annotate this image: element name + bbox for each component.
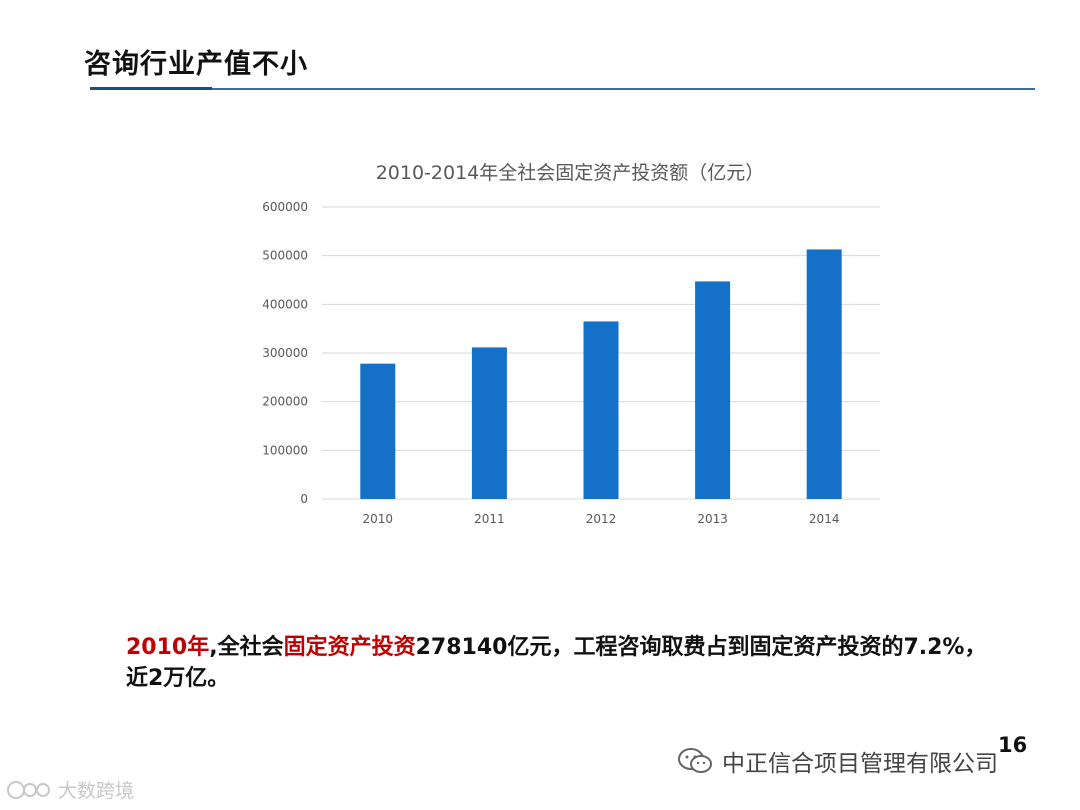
caption-text-2: 278140亿元，工程咨询取费占到固定资产投资的7.2%，近2万亿。 bbox=[126, 635, 987, 691]
title-divider bbox=[90, 88, 1035, 90]
x-tick-label: 2014 bbox=[809, 512, 840, 526]
bars bbox=[360, 249, 842, 499]
title-divider-accent bbox=[90, 87, 212, 90]
bar-2014 bbox=[806, 249, 842, 499]
y-tick-label: 200000 bbox=[262, 395, 308, 409]
bar-2012 bbox=[583, 321, 619, 499]
x-tick-label: 2010 bbox=[363, 512, 394, 526]
wechat-account-name: 中正信合项目管理有限公司 bbox=[722, 751, 998, 777]
logo-icon bbox=[6, 778, 52, 802]
chart-title: 2010-2014年全社会固定资产投资额（亿元） bbox=[376, 162, 765, 184]
y-tick-label: 0 bbox=[300, 492, 308, 506]
bar-2013 bbox=[695, 281, 731, 499]
y-axis: 0 100000 200000 300000 400000 500000 600000 bbox=[262, 200, 308, 506]
bar-2010 bbox=[360, 363, 396, 499]
page-title: 咨询行业产值不小 bbox=[84, 49, 308, 80]
y-tick-label: 500000 bbox=[262, 249, 308, 263]
wechat-icon bbox=[676, 746, 714, 776]
y-tick-label: 400000 bbox=[262, 297, 308, 311]
bar-2011 bbox=[471, 347, 507, 499]
y-tick-label: 600000 bbox=[262, 200, 308, 214]
caption-text-1: ,全社会 bbox=[209, 635, 284, 660]
y-tick-label: 100000 bbox=[262, 443, 308, 457]
bar-chart: 2010-2014年全社会固定资产投资额（亿元） 0 100000 200000 30… bbox=[262, 162, 880, 526]
x-tick-label: 2011 bbox=[474, 512, 505, 526]
corner-watermark: 大数跨境 bbox=[6, 776, 134, 803]
caption-year: 2010年 bbox=[126, 635, 210, 660]
corner-watermark-text: 大数跨境 bbox=[58, 780, 135, 802]
x-tick-label: 2013 bbox=[697, 512, 728, 526]
x-axis: 2010 2011 2012 2013 2014 bbox=[363, 512, 840, 526]
caption-highlight: 固定资产投资 bbox=[283, 635, 416, 660]
y-tick-label: 300000 bbox=[262, 346, 308, 360]
x-tick-label: 2012 bbox=[586, 512, 617, 526]
caption: 2010年,全社会固定资产投资278140亿元，工程咨询取费占到固定资产投资的7… bbox=[126, 632, 1006, 694]
page-number: 16 bbox=[998, 733, 1028, 757]
wechat-watermark: 中正信合项目管理有限公司 bbox=[676, 744, 998, 778]
